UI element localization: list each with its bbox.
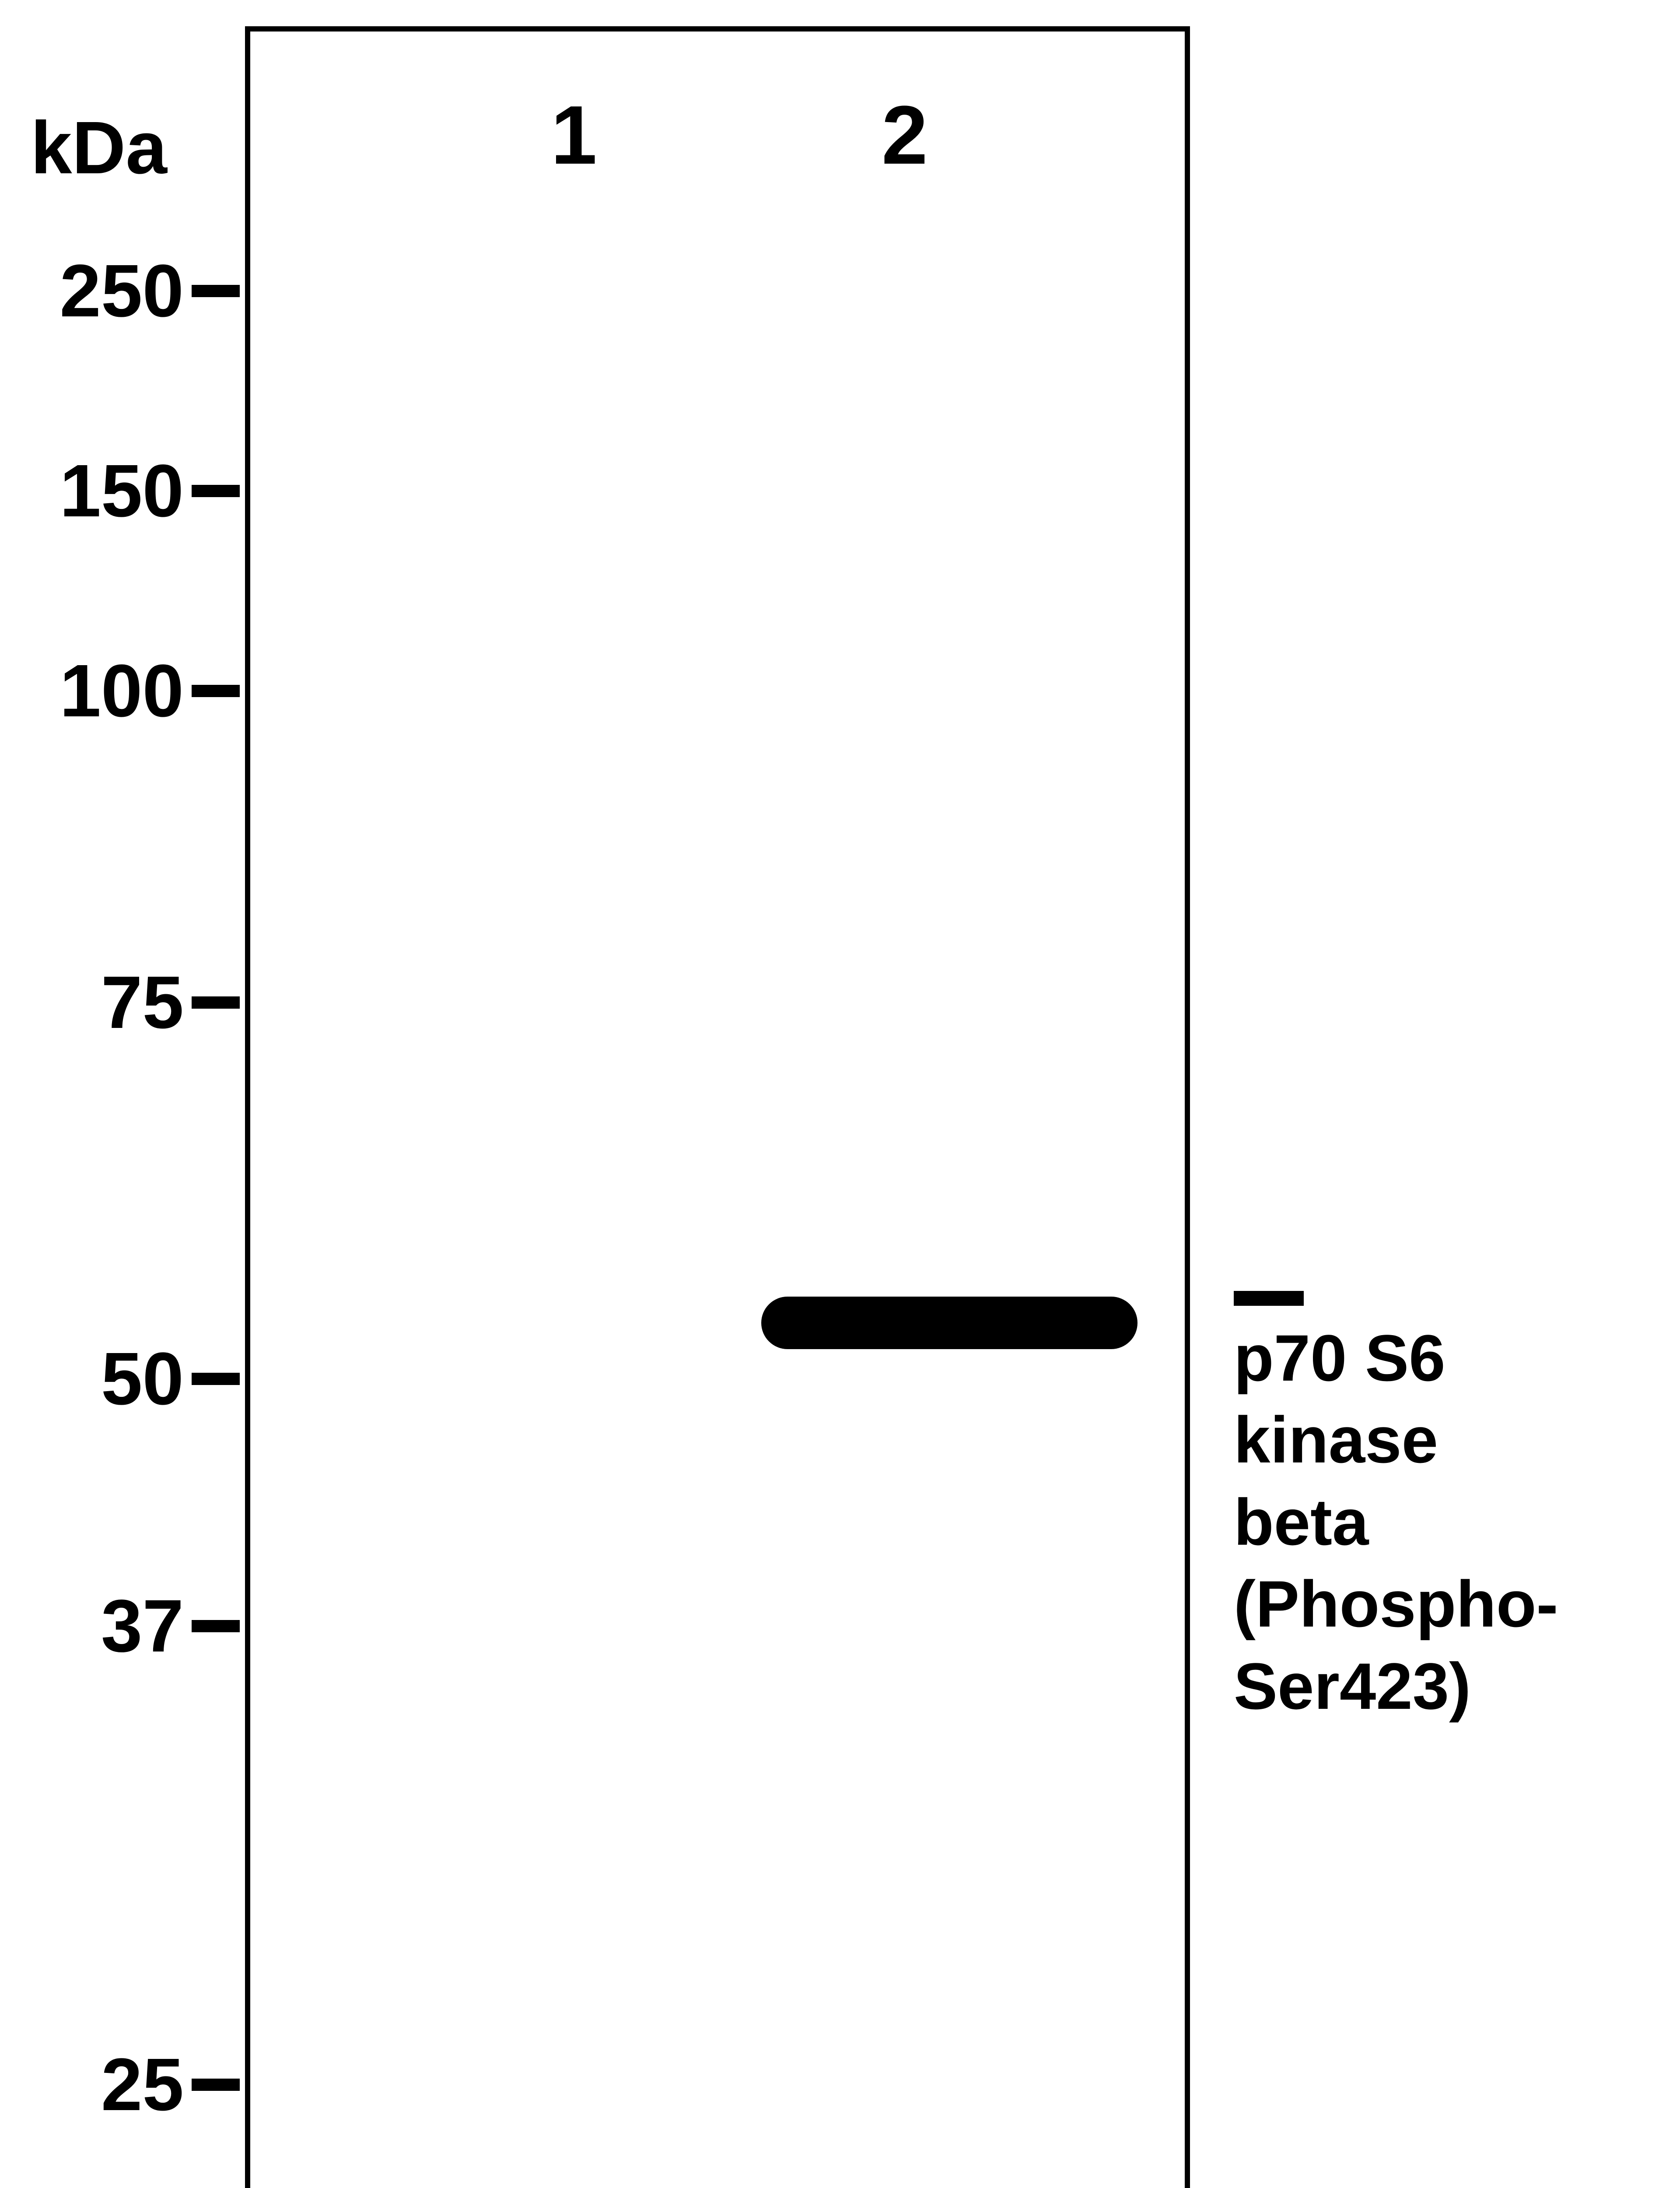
mw-tick [192,285,240,297]
figure-container: kDa 250150100755037252015 12 p70 S6kinas… [0,0,1680,2188]
mw-value: 50 [101,1336,184,1422]
annotation-line: Ser423) [1234,1645,1628,1728]
mw-value: 75 [101,960,184,1045]
mw-marker: 150 [0,446,240,536]
mw-marker: 50 [0,1334,240,1424]
band-annotation-label: p70 S6kinasebeta(Phospho-Ser423) [1234,1317,1628,1728]
mw-marker: 37 [0,1581,240,1671]
mw-tick [192,485,240,497]
annotation-line: kinase [1234,1399,1628,1481]
mw-marker: 25 [0,2040,240,2129]
annotation-line: beta [1234,1481,1628,1564]
mw-value: 150 [60,448,184,534]
mw-tick [192,996,240,1009]
kda-axis-label: kDa [31,105,167,191]
band-indicator-tick [1234,1291,1304,1306]
mw-tick [192,2079,240,2091]
annotation-line: p70 S6 [1234,1317,1628,1399]
mw-marker: 250 [0,246,240,336]
annotation-line: (Phospho- [1234,1563,1628,1645]
mw-value: 25 [101,2042,184,2128]
mw-tick [192,1620,240,1632]
mw-tick [192,1373,240,1385]
mw-marker: 100 [0,646,240,736]
mw-tick [192,685,240,697]
mw-value: 100 [60,648,184,734]
lane-number: 2 [882,88,928,183]
western-blot-membrane [245,26,1190,2188]
protein-band [761,1297,1138,1349]
lane-number: 1 [551,88,597,183]
mw-value: 37 [101,1583,184,1669]
mw-marker: 75 [0,958,240,1047]
mw-value: 250 [60,248,184,334]
